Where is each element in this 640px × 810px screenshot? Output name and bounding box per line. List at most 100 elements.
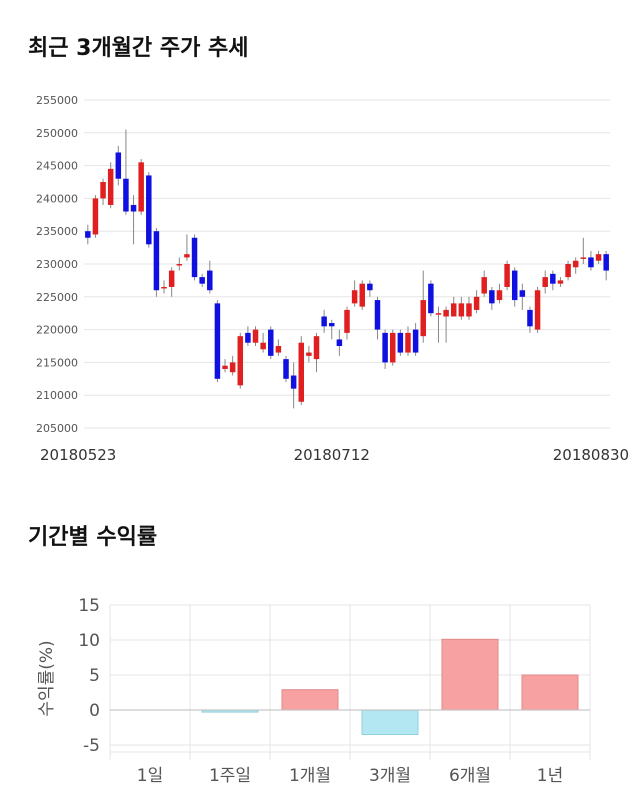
y-tick-label: 245000 xyxy=(36,160,78,173)
candle xyxy=(595,250,602,264)
candle xyxy=(153,227,160,297)
candle xyxy=(298,336,305,406)
candle xyxy=(146,172,152,248)
candle-body xyxy=(123,178,129,212)
candle xyxy=(123,129,129,215)
candle-body xyxy=(115,152,122,179)
candle xyxy=(85,224,91,245)
candle xyxy=(412,323,419,356)
candle-body xyxy=(184,254,190,258)
return-bar xyxy=(441,638,499,711)
candle-body xyxy=(481,277,487,294)
candle xyxy=(603,250,609,281)
candle xyxy=(580,237,587,264)
y-tick-label: 255000 xyxy=(36,94,78,107)
candle xyxy=(275,339,282,356)
candle xyxy=(374,296,381,340)
x-tick-label: 1개월 xyxy=(289,766,331,786)
y-tick-label: 250000 xyxy=(36,127,78,140)
candle-body xyxy=(100,182,106,199)
y-tick-label: 5 xyxy=(89,666,100,686)
y-tick-label: 205000 xyxy=(36,422,78,435)
candle-body xyxy=(153,231,160,291)
candle xyxy=(229,355,236,376)
candle xyxy=(176,257,183,271)
candle xyxy=(237,332,244,389)
candle xyxy=(450,296,457,317)
candle xyxy=(260,332,266,353)
candle-body xyxy=(580,257,587,259)
candle xyxy=(214,300,221,383)
candle xyxy=(115,145,122,186)
candle-body xyxy=(306,352,312,356)
candle-body xyxy=(450,303,457,317)
candle xyxy=(542,270,548,294)
candle xyxy=(489,286,495,310)
candle xyxy=(367,280,373,297)
x-tick-label: 1년 xyxy=(537,766,563,786)
y-tick-label: 0 xyxy=(89,701,100,721)
candlestick-chart: 255000 250000 245000 240000 235000 230000 2250… xyxy=(36,94,629,464)
candle-body xyxy=(214,303,221,379)
candle-body xyxy=(161,286,167,289)
return-bar xyxy=(281,689,339,711)
y-tick-label: 15 xyxy=(78,596,100,616)
candle xyxy=(435,306,442,343)
candle-body xyxy=(489,290,495,304)
candle xyxy=(138,159,144,215)
candle-body xyxy=(412,329,419,353)
candle-body xyxy=(344,309,350,333)
candlestick-series xyxy=(85,129,609,409)
candle xyxy=(565,260,571,281)
returns-grid xyxy=(109,604,591,760)
candle xyxy=(588,250,594,271)
x-tick-label: 3개월 xyxy=(369,766,411,786)
candle xyxy=(336,329,343,356)
candle-body xyxy=(245,332,251,343)
candle-body xyxy=(603,254,609,271)
candle-body xyxy=(534,290,541,330)
y-tick-label: 235000 xyxy=(36,225,78,238)
candle-body xyxy=(351,290,358,304)
candle-body xyxy=(252,329,259,343)
candle xyxy=(245,326,251,346)
candle-body xyxy=(542,277,548,287)
candle-body xyxy=(222,365,228,369)
candle xyxy=(473,290,480,314)
candle xyxy=(321,309,327,333)
y-tick-label: 215000 xyxy=(36,356,78,369)
candle-body xyxy=(268,329,274,356)
candle xyxy=(283,355,289,383)
candle xyxy=(420,270,426,343)
candle-body xyxy=(428,283,434,314)
candle xyxy=(443,306,449,343)
candle-body xyxy=(458,303,465,317)
candle-body xyxy=(329,323,335,327)
candle-body xyxy=(146,175,152,245)
y-tick-label: 230000 xyxy=(36,258,78,271)
candle xyxy=(458,296,465,320)
returns-axes: 15 10 5 0 -5 1일 1주일 1개월 3개월 6개월 1년 수익률(%) xyxy=(37,596,590,786)
candle xyxy=(382,329,388,369)
y-tick-label: 220000 xyxy=(36,324,78,337)
candle xyxy=(130,195,137,245)
candle-body xyxy=(298,342,305,402)
candle-body xyxy=(565,264,571,278)
candle-body xyxy=(397,332,404,353)
candle xyxy=(344,306,350,340)
candle-body xyxy=(519,290,526,297)
candle xyxy=(184,234,190,261)
candle xyxy=(550,270,556,291)
x-tick-label: 20180523 xyxy=(40,446,116,464)
x-tick-label: 6개월 xyxy=(449,766,491,786)
candle-body xyxy=(85,231,91,238)
candle-body xyxy=(374,300,381,330)
candle-body xyxy=(359,283,365,307)
candle-body xyxy=(496,290,503,301)
candle-body xyxy=(275,346,282,353)
candle-body xyxy=(443,309,449,317)
candle xyxy=(290,362,297,409)
candle xyxy=(527,306,533,333)
candle xyxy=(405,326,411,356)
y-axis-title: 수익률(%) xyxy=(37,640,57,716)
